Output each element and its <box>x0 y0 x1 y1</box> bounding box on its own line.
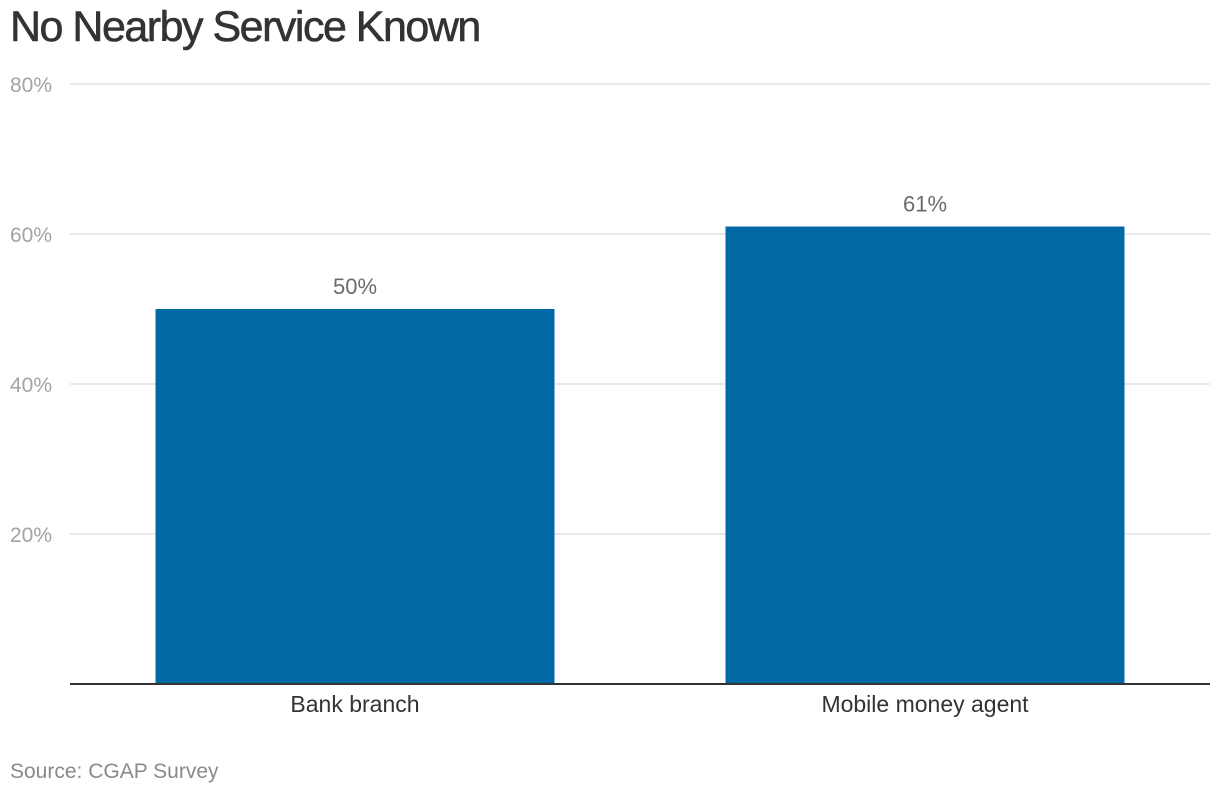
data-labels: 50% 61% <box>333 192 947 300</box>
y-axis-tick-labels: 20% 40% 60% 80% <box>10 74 52 547</box>
bar-mobile-money-agent <box>725 226 1125 684</box>
y-tick-label: 40% <box>10 374 52 397</box>
x-axis-category-labels: Bank branch Mobile money agent <box>290 691 1029 717</box>
source-note: Source: CGAP Survey <box>10 760 219 783</box>
data-label: 61% <box>903 192 947 217</box>
x-category-label: Bank branch <box>290 691 419 717</box>
y-tick-label: 80% <box>10 74 52 97</box>
y-tick-label: 20% <box>10 524 52 547</box>
y-tick-label: 60% <box>10 224 52 247</box>
data-label: 50% <box>333 274 377 299</box>
chart-title: No Nearby Service Known <box>10 3 482 51</box>
x-category-label: Mobile money agent <box>821 691 1029 717</box>
bars <box>155 226 1125 684</box>
bar-bank-branch <box>155 309 555 684</box>
